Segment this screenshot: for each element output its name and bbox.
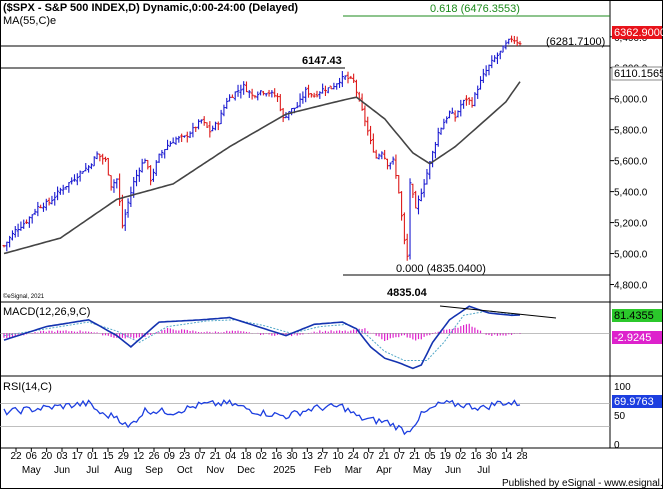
date-tick-label: 28 [516,451,528,462]
date-tick-label: 12 [133,451,145,462]
ma-55-line [3,81,521,255]
month-label: Sep [145,465,163,476]
month-label: Aug [114,465,132,476]
rsi-label: RSI(14,C) [3,381,52,393]
rsi-line [3,399,521,436]
month-label: Dec [237,465,255,476]
date-tick-label: 29 [118,451,130,462]
date-tick-label: 16 [271,451,283,462]
date-tick-label: 23 [179,451,191,462]
credit-text: ©eSignal, 2021 [3,293,45,300]
date-tick-label: 21 [409,451,421,462]
rsi-reference-lines [0,402,610,428]
fib-target-label: (6281.7100) [546,36,605,48]
macd-divergence-line [439,305,557,319]
date-tick-label: 30 [486,451,498,462]
price-horizontal-lines [0,15,610,276]
month-label: 2025 [273,465,296,476]
price-tick-label: 5,600.0 [614,157,648,168]
date-tick-label: 15 [102,451,114,462]
date-tick-label: 14 [501,451,513,462]
date-axis: 22 06 20 03 17 01 15 29 12 26 09 23 07 21 04 18 02 16 30 13… [10,448,528,462]
rsi-axis: 0 50 100 [614,382,631,451]
price-tick-label: 4,800.0 [614,281,648,292]
month-label: Apr [376,465,392,476]
price-tick-label: 6,000.0 [614,95,648,106]
price-tick-label: 5,800.0 [614,126,648,137]
date-tick-label: 05 [424,451,436,462]
date-tick-label: 26 [148,451,160,462]
rsi-value-badge [612,395,662,408]
date-tick-label: 01 [87,451,99,462]
rsi-tick-label: 50 [614,411,626,422]
date-tick-label: 24 [348,451,360,462]
date-tick-label: 27 [317,451,329,462]
date-tick-label: 07 [194,451,206,462]
date-tick-label: 30 [286,451,298,462]
ma-value-text: 6110.1565 [614,68,663,80]
month-label: Feb [314,465,332,476]
low-label: 4835.04 [387,287,428,299]
ma-value-badge [611,66,663,81]
last-price-text: 6362.9000 [614,27,663,39]
month-label: Jun [445,465,461,476]
date-tick-label: 04 [225,451,237,462]
fib-618-label: 0.618 (6476.3553) [430,3,520,15]
footer-text: Published by eSignal - www.esignal.com [502,478,663,489]
date-tick-label: 02 [455,451,467,462]
macd-label: MACD(12,26,9,C) [3,306,90,318]
month-label: Mar [345,465,363,476]
month-label: Jul [477,465,490,476]
date-tick-label: 13 [302,451,314,462]
date-tick-label: 16 [470,451,482,462]
high-label: 6147.43 [302,55,342,67]
date-tick-label: 07 [363,451,375,462]
date-tick-label: 10 [332,451,344,462]
price-tick-label: 5,200.0 [614,219,648,230]
date-tick-label: 21 [210,451,222,462]
date-tick-label: 18 [240,451,252,462]
rsi-tick-label: 100 [614,382,631,393]
hist-value-badge [612,331,662,344]
rsi-tick-label: 0 [614,440,620,451]
month-label: May [413,465,432,476]
date-tick-label: 20 [41,451,53,462]
date-tick-label: 19 [440,451,452,462]
ma-label: MA(55,C)e [3,15,56,27]
date-tick-label: 09 [164,451,176,462]
date-tick-label: 22 [10,451,22,462]
date-tick-label: 03 [56,451,68,462]
date-tick-label: 02 [256,451,268,462]
price-tick-label: 5,000.0 [614,250,648,261]
rsi-value-text: 69.9763 [614,396,654,408]
macd-signal-line [3,310,521,361]
month-label: Oct [177,465,193,476]
date-tick-label: 06 [26,451,38,462]
month-label: Nov [206,465,224,476]
hist-value-text: -2.9245 [614,332,651,344]
macd-value-text: 81.4355 [614,310,654,322]
date-tick-label: 21 [378,451,390,462]
macd-value-badge [612,309,662,322]
macd-histogram [0,323,610,342]
month-axis: May Jun Jul Aug Sep Oct Nov Dec 2025 Feb Mar Apr May… [22,465,490,476]
price-tick-label: 5,400.0 [614,188,648,199]
macd-line [3,305,521,370]
month-label: Jun [54,465,70,476]
last-price-badge [612,26,662,39]
date-tick-label: 07 [394,451,406,462]
date-tick-label: 17 [72,451,84,462]
price-bars [2,35,522,261]
fib-000-label: 0.000 (4835.0400) [396,263,486,275]
chart-title: ($SPX - S&P 500 INDEX,D) Dynamic,0:00-24… [3,2,298,14]
month-label: Jul [86,465,99,476]
month-label: May [22,465,41,476]
